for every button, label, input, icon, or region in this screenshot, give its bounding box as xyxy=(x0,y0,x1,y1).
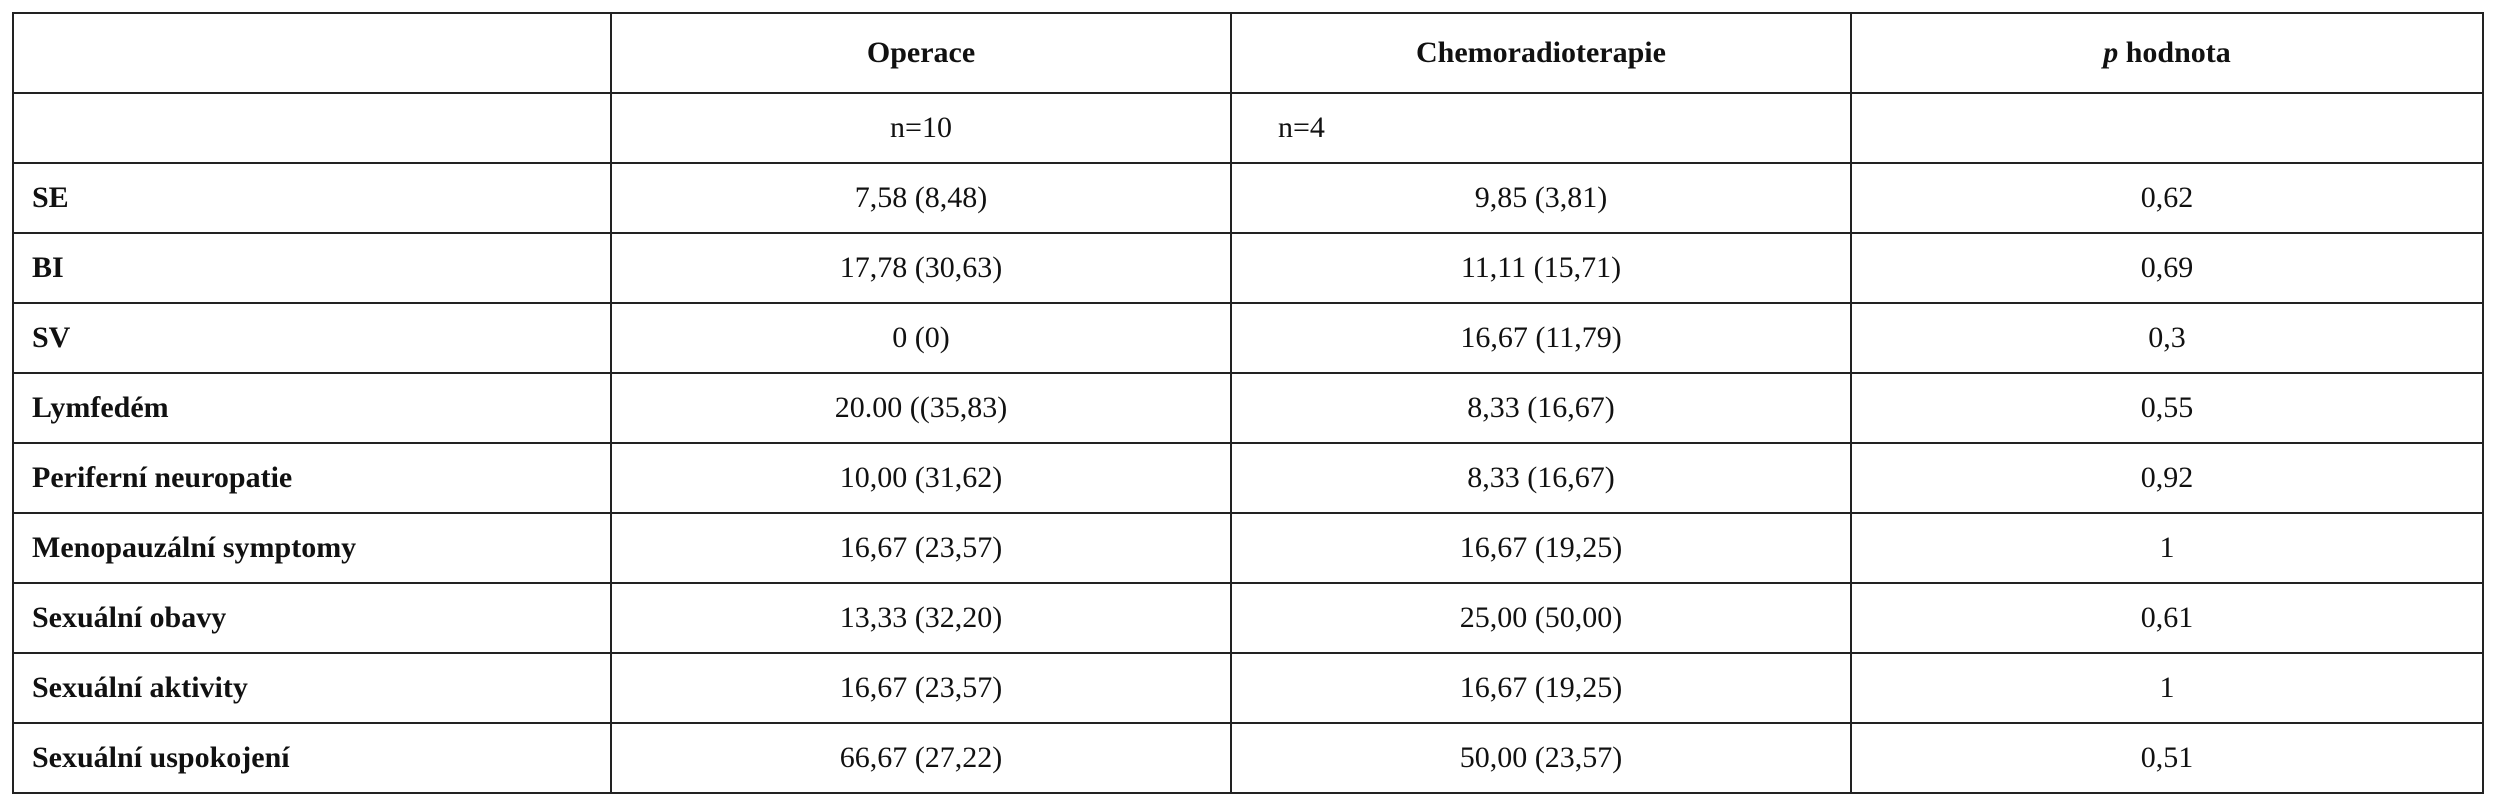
subheader-row: n=10 n=4 xyxy=(12,92,2484,164)
table-row: SV 0 (0) 16,67 (11,79) 0,3 xyxy=(12,302,2484,374)
table-row: SE 7,58 (8,48) 9,85 (3,81) 0,62 xyxy=(12,162,2484,234)
header-p-hodnota: p hodnota xyxy=(1850,12,2484,94)
header-empty-cell xyxy=(12,12,612,94)
cell-p-value: 0,3 xyxy=(1850,302,2484,374)
cell-p-value: 0,51 xyxy=(1850,722,2484,794)
results-table-container: Operace Chemoradioterapie p hodnota n=10… xyxy=(12,12,2484,794)
table-row: Menopauzální symptomy 16,67 (23,57) 16,6… xyxy=(12,512,2484,584)
cell-p-value: 0,62 xyxy=(1850,162,2484,234)
row-label: SE xyxy=(12,162,612,234)
cell-p-value: 1 xyxy=(1850,652,2484,724)
cell-chemo: 8,33 (16,67) xyxy=(1230,372,1852,444)
table-row: Sexuální obavy 13,33 (32,20) 25,00 (50,0… xyxy=(12,582,2484,654)
cell-chemo: 8,33 (16,67) xyxy=(1230,442,1852,514)
table-row: Sexuální aktivity 16,67 (23,57) 16,67 (1… xyxy=(12,652,2484,724)
cell-operace: 66,67 (27,22) xyxy=(610,722,1232,794)
cell-chemo: 16,67 (19,25) xyxy=(1230,652,1852,724)
row-label: SV xyxy=(12,302,612,374)
cell-operace: 13,33 (32,20) xyxy=(610,582,1232,654)
cell-p-value: 0,69 xyxy=(1850,232,2484,304)
cell-operace: 17,78 (30,63) xyxy=(610,232,1232,304)
table-row: Periferní neuropatie 10,00 (31,62) 8,33 … xyxy=(12,442,2484,514)
cell-chemo: 16,67 (19,25) xyxy=(1230,512,1852,584)
cell-p-value: 0,55 xyxy=(1850,372,2484,444)
header-p-symbol: p xyxy=(2103,36,2119,69)
row-label: Lymfedém xyxy=(12,372,612,444)
subheader-n-chemo: n=4 xyxy=(1230,92,1852,164)
header-row: Operace Chemoradioterapie p hodnota xyxy=(12,12,2484,94)
table-row: Sexuální uspokojení 66,67 (27,22) 50,00 … xyxy=(12,722,2484,794)
cell-operace: 7,58 (8,48) xyxy=(610,162,1232,234)
table-row: Lymfedém 20.00 ((35,83) 8,33 (16,67) 0,5… xyxy=(12,372,2484,444)
subheader-n-operace: n=10 xyxy=(610,92,1232,164)
cell-operace: 16,67 (23,57) xyxy=(610,652,1232,724)
header-chemoradioterapie: Chemoradioterapie xyxy=(1230,12,1852,94)
row-label: BI xyxy=(12,232,612,304)
row-label: Periferní neuropatie xyxy=(12,442,612,514)
header-p-rest: hodnota xyxy=(2118,36,2231,69)
cell-operace: 20.00 ((35,83) xyxy=(610,372,1232,444)
row-label: Sexuální uspokojení xyxy=(12,722,612,794)
table-row: BI 17,78 (30,63) 11,11 (15,71) 0,69 xyxy=(12,232,2484,304)
cell-operace: 16,67 (23,57) xyxy=(610,512,1232,584)
cell-operace: 0 (0) xyxy=(610,302,1232,374)
results-table: Operace Chemoradioterapie p hodnota n=10… xyxy=(12,12,2484,794)
cell-chemo: 25,00 (50,00) xyxy=(1230,582,1852,654)
cell-chemo: 50,00 (23,57) xyxy=(1230,722,1852,794)
subheader-empty-cell xyxy=(12,92,612,164)
cell-chemo: 11,11 (15,71) xyxy=(1230,232,1852,304)
row-label: Menopauzální symptomy xyxy=(12,512,612,584)
cell-p-value: 0,61 xyxy=(1850,582,2484,654)
cell-operace: 10,00 (31,62) xyxy=(610,442,1232,514)
header-operace: Operace xyxy=(610,12,1232,94)
cell-chemo: 16,67 (11,79) xyxy=(1230,302,1852,374)
cell-p-value: 0,92 xyxy=(1850,442,2484,514)
row-label: Sexuální aktivity xyxy=(12,652,612,724)
cell-p-value: 1 xyxy=(1850,512,2484,584)
subheader-empty-p xyxy=(1850,92,2484,164)
row-label: Sexuální obavy xyxy=(12,582,612,654)
cell-chemo: 9,85 (3,81) xyxy=(1230,162,1852,234)
